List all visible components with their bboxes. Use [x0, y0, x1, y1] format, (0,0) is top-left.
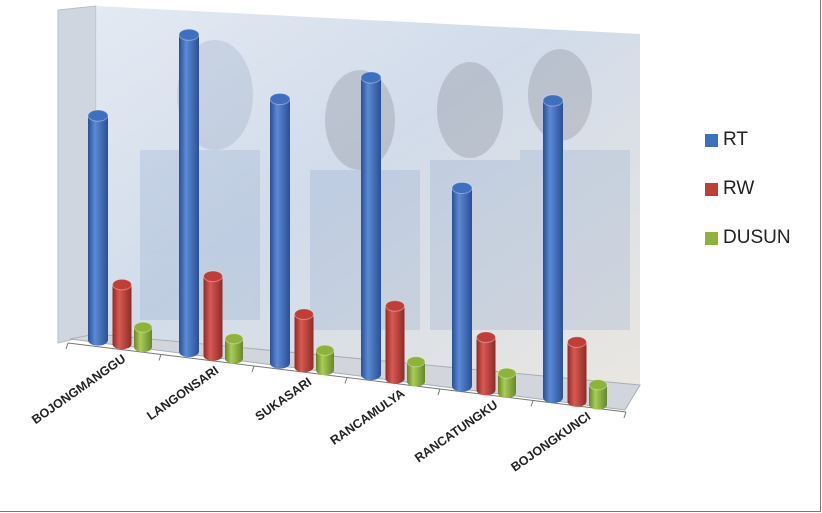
bar-body [112, 284, 132, 350]
bar-rw-langonsari [203, 270, 223, 361]
bar-body [294, 314, 314, 373]
bar-body [134, 327, 152, 353]
bar-body [407, 361, 425, 387]
bar-dusun-rancamulya [406, 356, 426, 387]
x-axis-tick [251, 365, 255, 373]
bar-cap [451, 181, 473, 195]
bar-rt-bojongmanggu [87, 109, 109, 346]
bar-cap [315, 344, 335, 356]
legend-item-rt: RT [705, 128, 791, 152]
bar-rt-langonsari [178, 28, 200, 358]
x-axis-tick [623, 411, 627, 419]
x-axis-tick [530, 400, 534, 407]
bar-cap [294, 308, 314, 321]
bar-body [270, 99, 290, 369]
bar-body [203, 276, 223, 361]
bar-body [225, 338, 243, 364]
bar-rt-sukasari [269, 92, 291, 369]
bar-rt-rancatungku [451, 181, 473, 392]
x-tick-label-rancamulya: RANCAMULYA [328, 386, 408, 448]
bar-cap [203, 270, 223, 283]
bar-body [179, 34, 199, 358]
chart-bars [87, 28, 608, 410]
bar-cap [497, 367, 517, 379]
legend-label-rt: RT [723, 129, 748, 150]
bar-body [88, 115, 108, 346]
bar-body [567, 342, 587, 407]
x-axis-tick [437, 388, 441, 396]
bar-cap [87, 109, 109, 122]
legend-swatch-dusun [705, 231, 718, 245]
legend-label-dusun: DUSUN [723, 227, 791, 248]
legend-swatch-rw [705, 182, 718, 196]
bar-rw-sukasari [294, 308, 314, 373]
bar-dusun-bojongmanggu [133, 321, 153, 353]
bar-cap [476, 331, 496, 344]
bar-cap [133, 321, 153, 333]
bar-cap [269, 92, 291, 106]
x-tick-label-sukasari: SUKASARI [253, 375, 315, 424]
bar-cap [360, 71, 382, 84]
bar-cap [224, 333, 244, 345]
bar-body [385, 305, 405, 384]
legend-swatch-rt [705, 133, 718, 147]
bar-dusun-langonsari [224, 333, 244, 364]
legend-label-rw: RW [723, 178, 755, 199]
x-axis-ticks [65, 342, 627, 419]
bar-body [361, 77, 381, 381]
bar-body [589, 384, 607, 410]
chart-legend: RT RW DUSUN [705, 128, 791, 275]
bar-cap [542, 94, 564, 107]
legend-item-rw: RW [705, 177, 791, 201]
x-axis-tick [65, 342, 69, 350]
bar-cap [178, 28, 200, 41]
bar-cap [112, 278, 132, 291]
legend-item-dusun: DUSUN [705, 226, 791, 250]
x-tick-label-bojongkunci: BOJONGKUNCI [508, 409, 593, 474]
bar-rw-bojongmanggu [112, 278, 132, 350]
bar-body [543, 100, 563, 404]
bar-cap [406, 356, 426, 368]
background-photo-shapes [140, 40, 630, 330]
bar-rt-rancamulya [360, 71, 382, 381]
bar-rw-rancatungku [476, 331, 496, 396]
bar-rw-rancamulya [385, 300, 405, 384]
x-tick-label-rancatungku: RANCATUNGKU [412, 398, 500, 465]
bar-body [316, 350, 334, 376]
bar-body [498, 373, 516, 399]
x-tick-label-bojongmanggu: BOJONGMANGGU [29, 352, 128, 427]
bar-body [476, 337, 496, 396]
bar-cap [588, 379, 608, 391]
bar-rt-bojongkunci [542, 94, 564, 404]
bar-body [452, 188, 472, 392]
x-axis-tick [344, 377, 348, 384]
bar-cap [567, 336, 587, 348]
bar-dusun-bojongkunci [588, 379, 608, 410]
x-tick-label-langonsari: LANGONSARI [144, 363, 221, 423]
bar-dusun-rancatungku [497, 367, 517, 399]
bar-dusun-sukasari [315, 344, 335, 376]
bar-cap [385, 300, 405, 312]
x-axis-tick [158, 354, 162, 361]
bar-rw-bojongkunci [567, 336, 587, 407]
